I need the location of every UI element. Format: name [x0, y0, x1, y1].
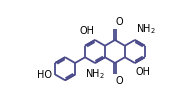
Text: OH: OH	[136, 67, 151, 77]
Text: NH$_2$: NH$_2$	[85, 67, 105, 81]
Text: O: O	[116, 17, 124, 27]
Text: HO: HO	[37, 70, 52, 80]
Text: OH: OH	[79, 26, 94, 36]
Text: NH$_2$: NH$_2$	[136, 22, 156, 36]
Text: O: O	[116, 76, 124, 86]
